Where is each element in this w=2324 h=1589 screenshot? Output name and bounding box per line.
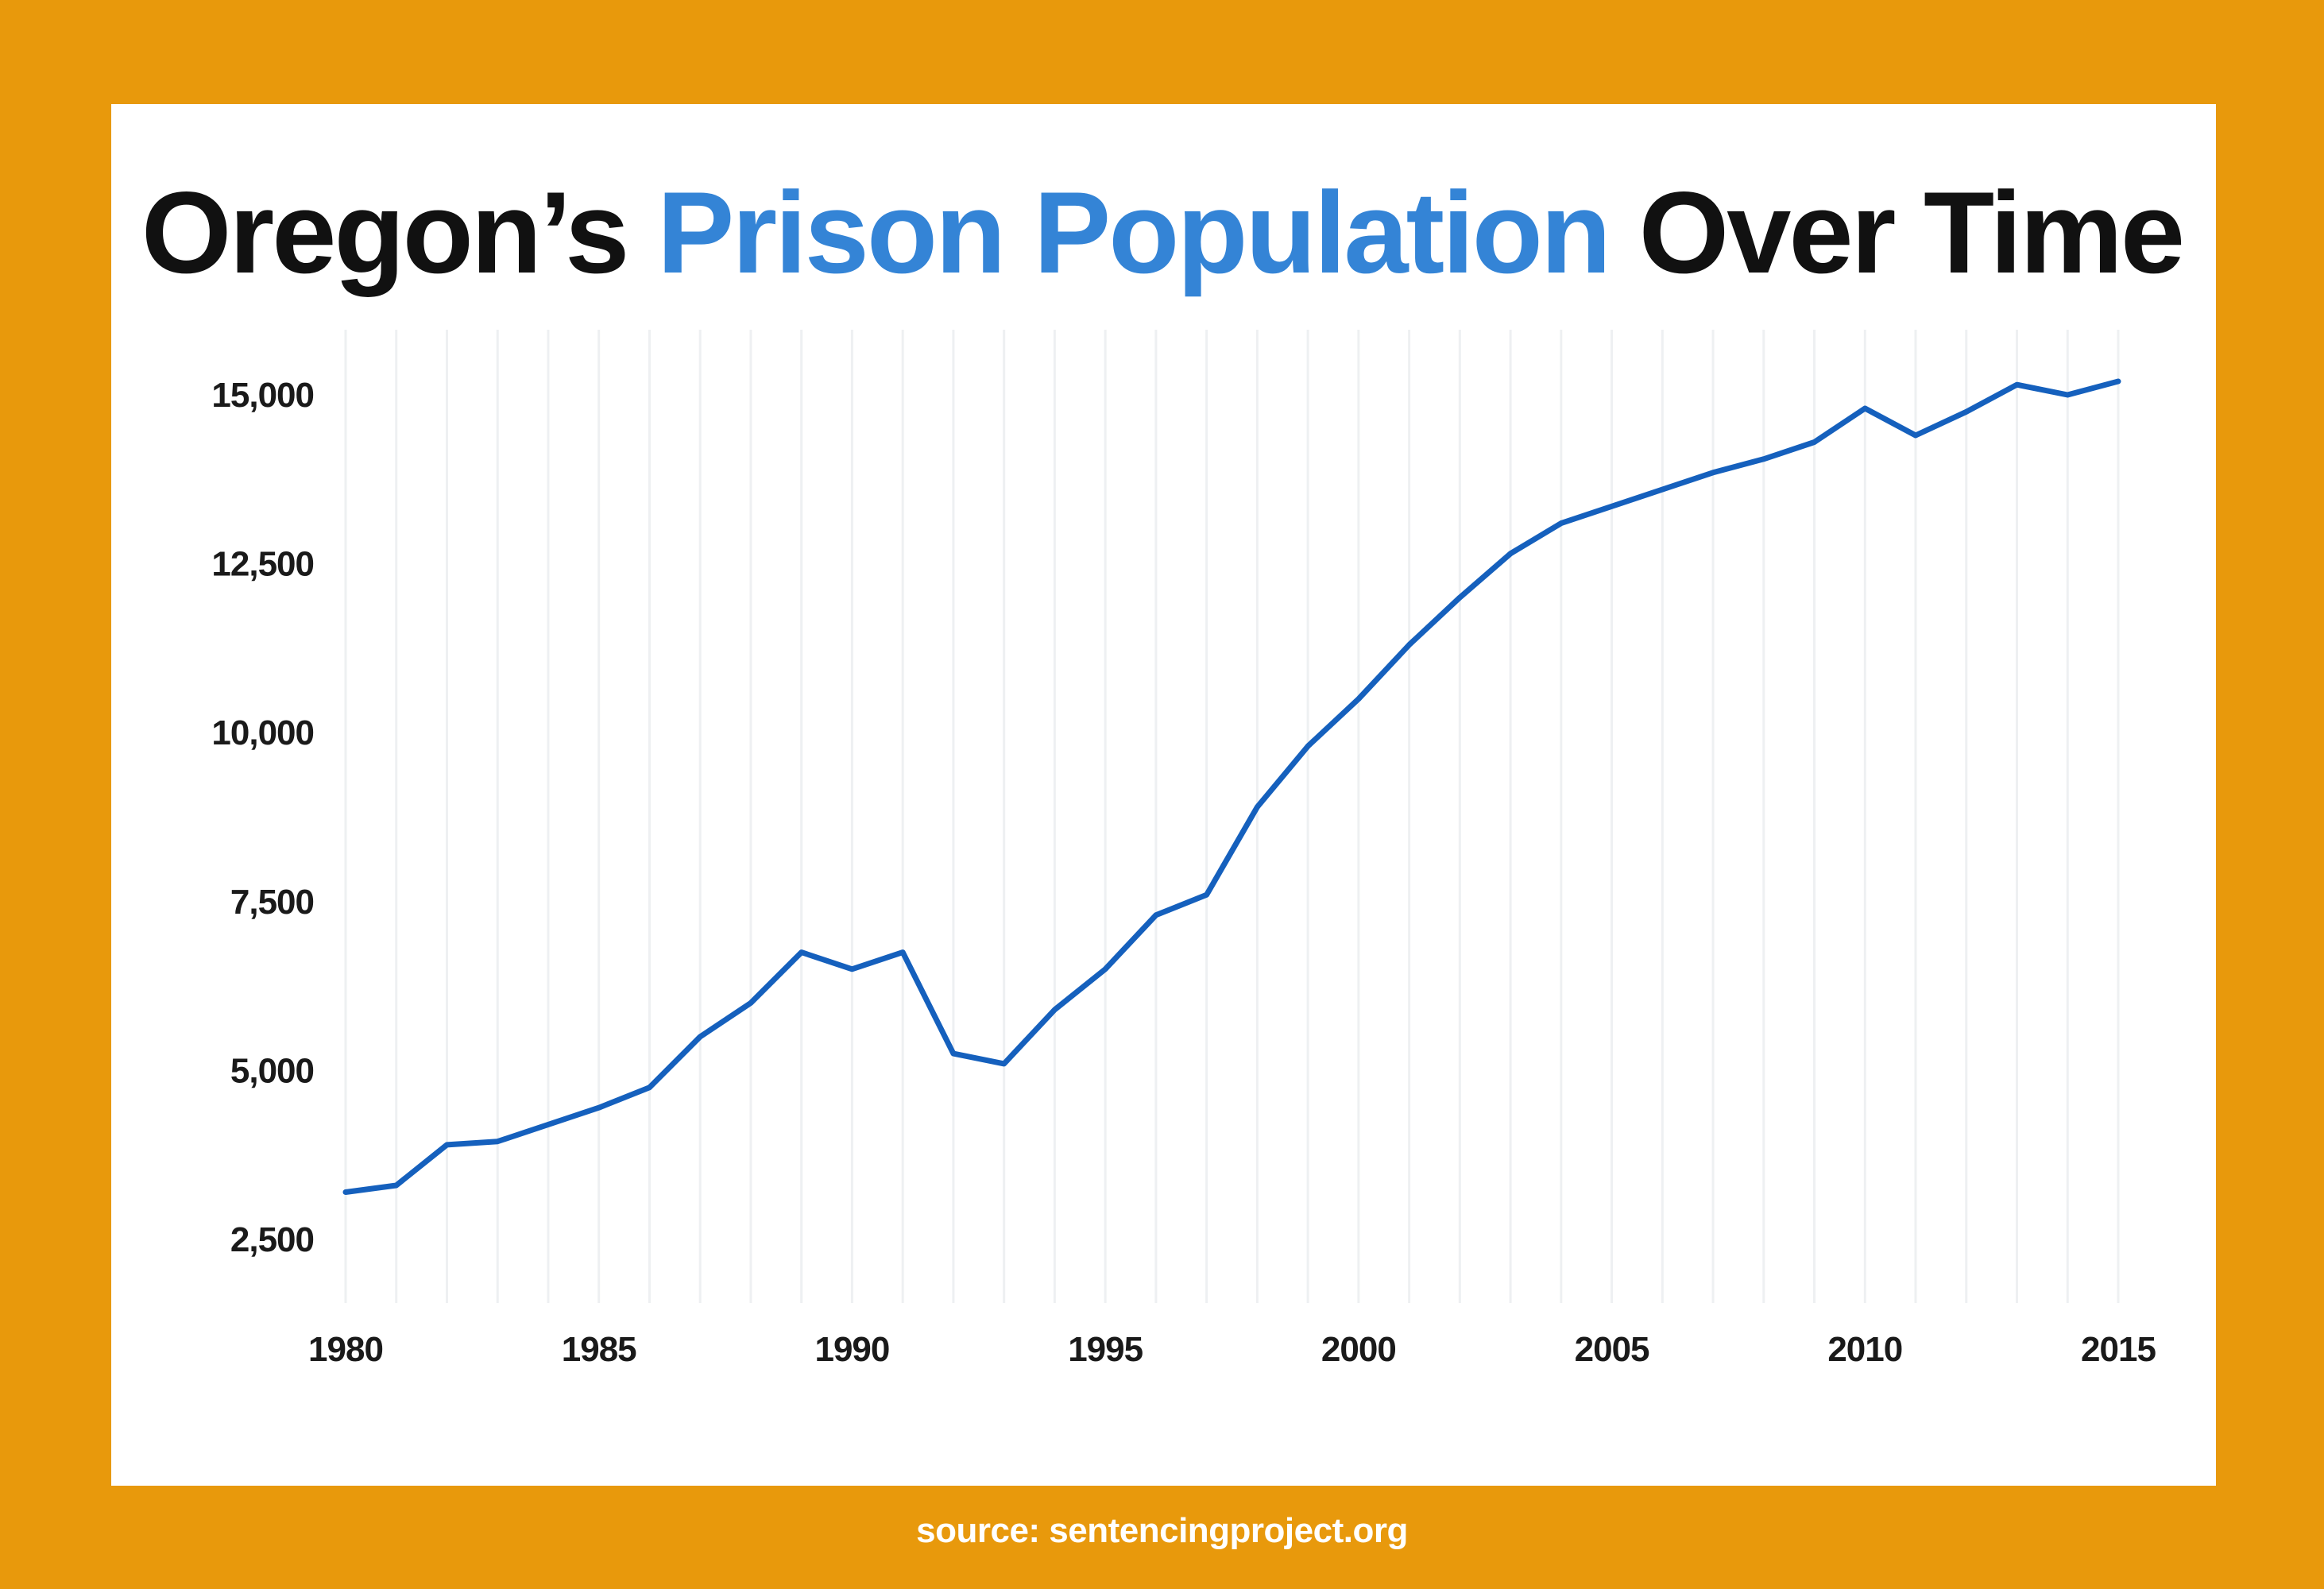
x-tick-label: 2000 — [1321, 1330, 1396, 1369]
x-tick-label: 1985 — [562, 1330, 636, 1369]
series-line — [342, 378, 2121, 1195]
x-tick-label: 1990 — [814, 1330, 889, 1369]
y-tick-label: 7,500 — [230, 883, 314, 922]
series-layer — [342, 378, 2121, 1195]
y-tick-label: 2,500 — [230, 1220, 314, 1259]
x-tick-label: 1995 — [1068, 1330, 1143, 1369]
x-tick-label: 2010 — [1827, 1330, 1902, 1369]
x-tick-label: 2015 — [2081, 1330, 2156, 1369]
x-tick-label: 2005 — [1575, 1330, 1649, 1369]
y-tick-label: 15,000 — [211, 376, 314, 415]
x-axis-ticks: 1980 1985 1990 1995 2000 2005 2010 2015 — [308, 1330, 2156, 1369]
y-tick-label: 12,500 — [211, 545, 314, 584]
grid-layer — [344, 330, 2120, 1303]
y-tick-label: 5,000 — [230, 1051, 314, 1090]
y-tick-label: 10,000 — [211, 713, 314, 752]
x-tick-label: 1980 — [308, 1330, 383, 1369]
source-credit: source: sentencingproject.org — [916, 1511, 1408, 1550]
y-axis-ticks: 2,500 5,000 7,500 10,000 12,500 15,000 — [211, 376, 315, 1259]
